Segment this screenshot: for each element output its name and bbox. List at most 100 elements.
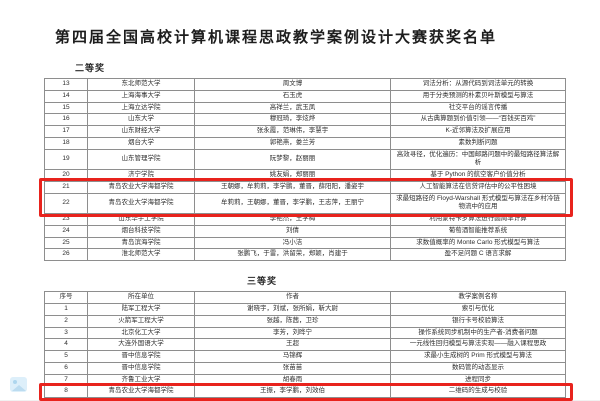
table-row: 23 山东华宇工学院 李艳杰，王学梅 利用蒙特卡罗算法进行圆周率计算 xyxy=(44,213,566,226)
table-row: 21 青岛农业大学海都学院 王朝娜，牟莉莉，李学鹏，董晋，薛阳阳，潘姿宇 人工智能算法… xyxy=(44,180,566,194)
table-cell: 操作系统同步机制中的生产者-消费者问题 xyxy=(390,326,566,340)
table-cell: 索引与优化 xyxy=(390,303,566,316)
column-header: 教学案例名称 xyxy=(390,291,566,305)
section-second-prize: 二等奖 13 东北师范大学 周文博 词法分析：从源代码到词法单元的转换 14 上海海事大学… xyxy=(0,61,600,262)
table-cell: 求数值概率的 Monte Carlo 形式模型与算法 xyxy=(390,236,566,250)
table-row: 14 上海海事大学 石玉虎 用于分类预测的朴素贝叶斯模型与算法 xyxy=(44,89,566,103)
table-cell: 淮北师范大学 xyxy=(87,248,195,262)
table-row: 8 青岛农业大学海都学院 王振，李学鹏，刘效伯 二维码的生成与校验 xyxy=(44,385,566,399)
table-cell: 烟台大学 xyxy=(87,136,195,150)
table-cell: 大连外国语大学 xyxy=(87,338,195,352)
table-row: 18 烟台大学 郭艳燕，娄兰芳 素数判断问题 xyxy=(44,136,566,150)
table-row: 16 山东大学 穆冠琦，李炫烨 从古典算题到价值引领——“百钱买百鸡” xyxy=(44,113,566,127)
table-cell: 周文博 xyxy=(194,78,391,91)
page-title: 第四届全国高校计算机课程思政教学案例设计大赛获奖名单 xyxy=(55,29,498,46)
table-cell: 15 xyxy=(44,101,88,115)
table-row: 15 上海立达学院 高祥兰，武玉凤 社交平台的谣言传播 xyxy=(44,101,566,115)
table-cell: 山东财经大学 xyxy=(87,125,195,138)
table-cell: 王超 xyxy=(194,338,391,352)
table-cell: 21 xyxy=(44,180,88,194)
table-cell: 6 xyxy=(44,361,88,375)
table-row: 22 青岛农业大学海都学院 牟莉莉，王朝娜，董晋，李学鹏，王志萍，王丽宁 求最短路径的… xyxy=(44,192,566,215)
table-cell: 穆冠琦，李炫烨 xyxy=(194,113,391,127)
table-cell: 青岛滨海学院 xyxy=(87,236,195,250)
table-cell: 4 xyxy=(44,338,88,352)
table-cell: 山东管理学院 xyxy=(87,148,195,171)
section-third-prize: 三等奖 序号 所在单位 作者 教学案例名称 1 陆军工程大学 谢晓宇，刘斌，张所娟，靳大尉索… xyxy=(0,274,600,399)
table-cell: 二维码的生成与校验 xyxy=(390,385,566,399)
table-cell: 社交平台的谣言传播 xyxy=(390,101,566,115)
table-cell: 晋中信息学院 xyxy=(87,361,195,375)
table-cell: 18 xyxy=(44,136,88,150)
table-cell: 词法分析：从源代码到词法单元的转换 xyxy=(390,78,566,91)
column-header: 作者 xyxy=(194,291,391,305)
table-cell: 晋中信息学院 xyxy=(87,350,195,363)
table-row: 1 陆军工程大学 谢晓宇，刘斌，张所娟，靳大尉 索引与优化 xyxy=(44,303,566,316)
table-row: 3 北京化工大学 李芳，刘晔宁 操作系统同步机制中的生产者-消费者问题 xyxy=(44,326,566,340)
table-row: 17 山东财经大学 张永霞，范琳伟，李慧宇 K-近邻算法及扩展应用 xyxy=(44,125,566,138)
table-cell: 2 xyxy=(44,314,88,328)
table-cell: 人工智能算法在信贷评估中的公平性困境 xyxy=(390,180,566,194)
table-cell: 青岛农业大学海都学院 xyxy=(87,385,195,399)
table-cell: 26 xyxy=(44,248,88,262)
table-cell: 25 xyxy=(44,236,88,250)
table-cell: 银行卡号校验算法 xyxy=(390,314,566,328)
table-cell: 求最小生成树的 Prim 形式模型与算法 xyxy=(390,350,566,363)
table-cell: 用于分类预测的朴素贝叶斯模型与算法 xyxy=(390,89,566,103)
table-cell: 19 xyxy=(44,148,88,171)
table-cell: 从古典算题到价值引领——“百钱买百鸡” xyxy=(390,113,566,127)
table-row: 5 晋中信息学院 马锦辉 求最小生成树的 Prim 形式模型与算法 xyxy=(44,350,566,363)
table-cell: 求最短路径的 Floyd-Warshall 形式模型与算法在乡村冷链物流中的应用 xyxy=(390,192,566,215)
table-row: 2 火箭军工程大学 张越，陈茜，卫珍 银行卡号校验算法 xyxy=(44,314,566,328)
table-cell: 阮梦黎，赵丽丽 xyxy=(194,148,391,171)
table-row: 13 东北师范大学 周文博 词法分析：从源代码到词法单元的转换 xyxy=(44,78,566,91)
column-header: 序号 xyxy=(44,291,88,305)
second-prize-table: 13 东北师范大学 周文博 词法分析：从源代码到词法单元的转换 14 上海海事大学 石玉虎用… xyxy=(44,78,566,262)
table-row: 4 大连外国语大学 王超 一元线性回归模型与算法实现——融入课程思政 xyxy=(44,338,566,352)
table-cell: 高效寻径，优化遍历：中国邮路问题中的最短路径算法解析 xyxy=(390,148,566,171)
table-cell: 22 xyxy=(44,192,88,215)
table-cell: 16 xyxy=(44,113,88,127)
table-row: 26 淮北师范大学 张鹏飞，于雷，洪留荣，郑颖，肖建于 盈不足问题 C 语言求解 xyxy=(44,248,566,262)
table-cell: 山东华宇工学院 xyxy=(87,213,195,226)
table-cell: 姚友娟，郑丽丽 xyxy=(194,169,391,182)
table-cell: 20 xyxy=(44,169,88,182)
table-cell: 王振，李学鹏，刘效伯 xyxy=(194,385,391,399)
table-cell: 冯小洁 xyxy=(194,236,391,250)
table-cell: 24 xyxy=(44,224,88,238)
table-cell: 17 xyxy=(44,125,88,138)
table-cell: 火箭军工程大学 xyxy=(87,314,195,328)
table-cell: 一元线性回归模型与算法实现——融入课程思政 xyxy=(390,338,566,352)
column-header: 所在单位 xyxy=(87,291,195,305)
table-cell: 23 xyxy=(44,213,88,226)
table-cell: 北京化工大学 xyxy=(87,326,195,340)
table-cell: 石玉虎 xyxy=(194,89,391,103)
table-cell: 烟台科技学院 xyxy=(87,224,195,238)
section-label-third-prize: 三等奖 xyxy=(247,276,278,287)
third-prize-table: 序号 所在单位 作者 教学案例名称 1 陆军工程大学 谢晓宇，刘斌，张所娟，靳大尉 索引与优化… xyxy=(44,291,566,399)
table-cell: 山东大学 xyxy=(87,113,195,127)
table-cell: 1 xyxy=(44,303,88,316)
table-cell: 数码管的动态显示 xyxy=(390,361,566,375)
table-cell: 张鹏飞，于雷，洪留荣，郑颖，肖建于 xyxy=(194,248,391,262)
table-row: 6 晋中信息学院 张苗苗 数码管的动态显示 xyxy=(44,361,566,375)
table-row: 7 齐鲁工业大学 胡春雨 进程同步 xyxy=(44,373,566,387)
table-cell: 胡春雨 xyxy=(194,373,391,387)
table-cell: 葡萄酒智能推荐系统 xyxy=(390,224,566,238)
table-cell: 济宁学院 xyxy=(87,169,195,182)
table-cell: 张越，陈茜，卫珍 xyxy=(194,314,391,328)
table-cell: 刘倩 xyxy=(194,224,391,238)
table-cell: 陆军工程大学 xyxy=(87,303,195,316)
table-cell: 张苗苗 xyxy=(194,361,391,375)
table-cell: 盈不足问题 C 语言求解 xyxy=(390,248,566,262)
table-row: 19 山东管理学院 阮梦黎，赵丽丽 高效寻径，优化遍历：中国邮路问题中的最短路径算法解… xyxy=(44,148,566,171)
table-cell: K-近邻算法及扩展应用 xyxy=(390,125,566,138)
table-header-row: 序号 所在单位 作者 教学案例名称 xyxy=(44,291,566,305)
section-label-second-prize: 二等奖 xyxy=(75,63,106,73)
second-prize-table-body: 13 东北师范大学 周文博 词法分析：从源代码到词法单元的转换 14 上海海事大学 石玉虎用… xyxy=(44,78,566,262)
table-cell: 进程同步 xyxy=(390,373,566,387)
table-cell: 李艳杰，王学梅 xyxy=(194,213,391,226)
table-cell: 8 xyxy=(44,385,88,399)
image-icon xyxy=(10,377,27,392)
